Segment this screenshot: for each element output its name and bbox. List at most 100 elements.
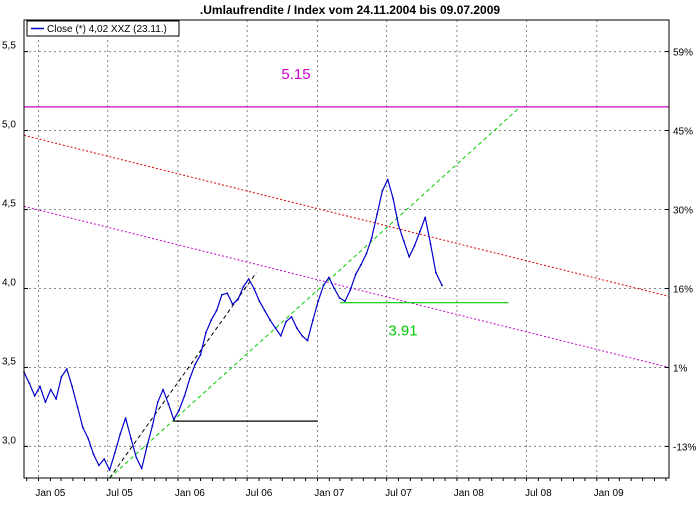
series-point xyxy=(81,426,84,429)
series-point xyxy=(333,287,336,290)
series-point xyxy=(322,284,325,287)
series-point xyxy=(344,300,346,303)
trend-line xyxy=(109,106,521,479)
y-right-tick-label: 30% xyxy=(673,206,693,217)
series-point xyxy=(71,385,74,388)
trend-line xyxy=(109,272,257,479)
series-point xyxy=(87,437,90,440)
series-point xyxy=(178,409,181,411)
series-point xyxy=(194,363,197,366)
series-point xyxy=(221,293,223,296)
legend-box xyxy=(26,20,180,37)
y-left-tick-label: 5,5 xyxy=(2,41,16,52)
series-point xyxy=(92,453,95,456)
series-point xyxy=(162,388,164,391)
trend-line xyxy=(23,205,670,368)
series-point xyxy=(376,213,378,216)
trend-lines xyxy=(23,106,670,479)
series-point xyxy=(39,385,41,388)
series-point xyxy=(124,417,127,419)
x-tick-label: Jan 09 xyxy=(594,488,624,499)
x-tick-label: Jul 08 xyxy=(525,488,552,499)
series-point xyxy=(231,303,234,306)
series-point xyxy=(215,309,218,312)
series-point xyxy=(172,418,175,421)
series-point xyxy=(397,224,400,227)
series-point xyxy=(301,334,304,337)
series-point xyxy=(49,388,52,391)
legend-label: Close (*) 4,02 XXZ (23.11.) xyxy=(47,24,167,35)
legend: Close (*) 4,02 XXZ (23.11.) xyxy=(26,20,180,37)
series-point xyxy=(28,382,31,385)
series-point xyxy=(354,273,357,276)
series-point xyxy=(311,319,314,321)
series-point xyxy=(253,287,255,290)
series-point xyxy=(408,255,411,258)
y-left-tick-label: 4,0 xyxy=(2,277,16,288)
y-left-tick-label: 3,0 xyxy=(2,435,16,446)
series-point xyxy=(156,401,159,404)
y-right-tick-label: -13% xyxy=(673,442,696,453)
series-point xyxy=(188,377,191,380)
series-point xyxy=(435,271,437,274)
series-point xyxy=(295,327,298,329)
series-point xyxy=(418,230,421,233)
series-point xyxy=(33,394,36,397)
series-point xyxy=(119,432,122,435)
series-point xyxy=(44,401,47,404)
series-point xyxy=(269,319,271,321)
y-axis-left: 3,0 3,5 4,0 4,5 5,0 5,5 xyxy=(2,41,28,447)
series-point xyxy=(135,456,138,459)
x-axis: Jan 05 Jul 05 Jan 06 Jul 06 Jan 07 Jul 07 Jan … xyxy=(26,478,667,499)
series-point xyxy=(108,469,111,472)
series-point xyxy=(76,406,79,408)
chart-title: .Umlaufrendite / Index vom 24.11.2004 bi… xyxy=(200,3,500,17)
plot-frame xyxy=(23,19,670,479)
series-point xyxy=(392,197,395,200)
series-point xyxy=(370,237,373,239)
series-point xyxy=(183,394,186,397)
y-right-tick-label: 59% xyxy=(673,48,693,59)
series-point xyxy=(210,319,213,321)
reference-line-label: 3.91 xyxy=(388,323,417,340)
series-point xyxy=(386,178,389,181)
series-point xyxy=(328,276,330,279)
y-left-tick-label: 4,5 xyxy=(2,199,16,210)
series-point xyxy=(167,402,170,405)
series-point xyxy=(140,467,143,470)
series-point xyxy=(247,278,250,280)
series-point xyxy=(338,297,341,299)
series-point xyxy=(279,334,282,337)
series-point xyxy=(242,286,245,288)
trend-line xyxy=(23,134,670,297)
price-series xyxy=(23,178,443,472)
series-point xyxy=(381,189,384,192)
series-point xyxy=(146,445,148,448)
series-point xyxy=(204,331,207,334)
series-point xyxy=(55,398,57,400)
x-tick-label: Jan 07 xyxy=(314,488,344,499)
series-point xyxy=(237,298,239,301)
series-point xyxy=(402,240,405,243)
series-point xyxy=(151,424,154,427)
series-point xyxy=(199,353,202,356)
series-point xyxy=(424,216,427,219)
series-point xyxy=(103,458,106,460)
y-left-tick-label: 5,0 xyxy=(2,120,16,131)
series-point xyxy=(60,376,63,378)
series-point xyxy=(130,437,132,440)
y-right-tick-label: 45% xyxy=(673,127,693,138)
series-point xyxy=(65,368,68,370)
series-point xyxy=(97,464,100,467)
y-right-tick-label: 1% xyxy=(673,363,688,374)
y-right-tick-label: 16% xyxy=(673,284,693,295)
grid-lines xyxy=(24,20,669,478)
reference-line-label: 5.15 xyxy=(281,66,310,83)
series-point xyxy=(441,284,443,287)
series-point xyxy=(360,263,362,266)
series-point xyxy=(317,300,320,303)
x-tick-label: Jul 07 xyxy=(385,488,412,499)
